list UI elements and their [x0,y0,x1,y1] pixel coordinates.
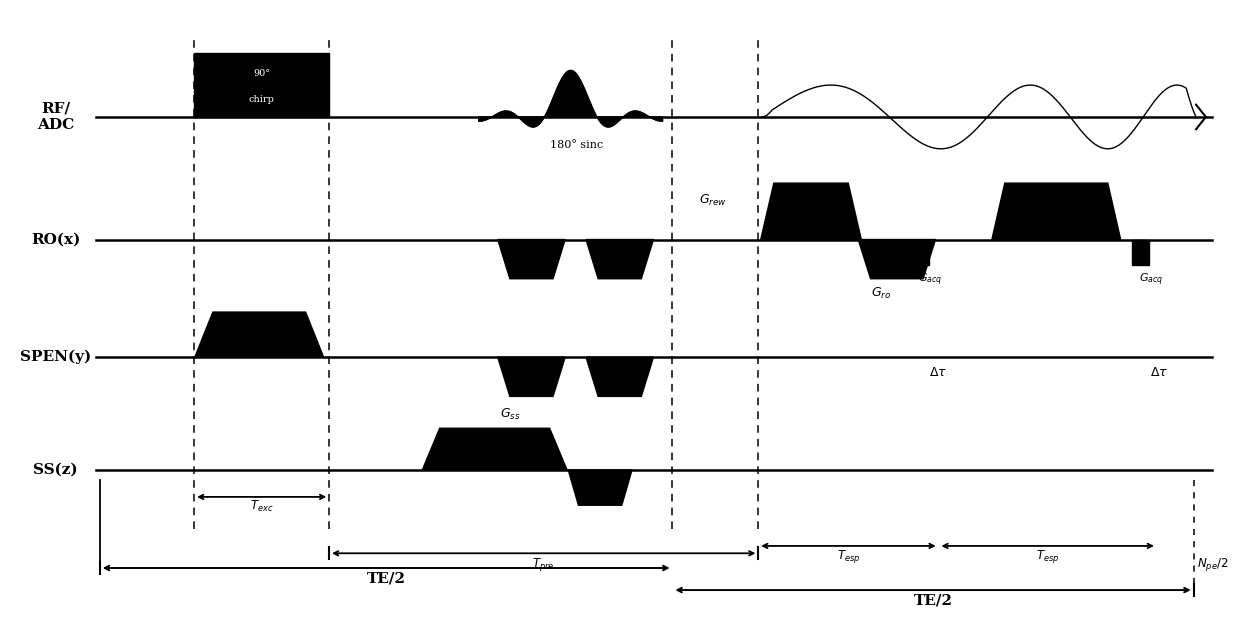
Text: $G_{acq}$: $G_{acq}$ [918,271,942,288]
Polygon shape [568,470,632,505]
Polygon shape [587,357,653,396]
Text: 90°: 90° [253,69,270,78]
Polygon shape [497,240,565,279]
Polygon shape [497,357,565,396]
Text: RO(x): RO(x) [31,232,81,247]
Text: chirp: chirp [249,95,274,103]
Polygon shape [423,428,567,470]
Text: $G_{ss}$: $G_{ss}$ [500,407,521,422]
Text: $T_{esp}$: $T_{esp}$ [837,548,861,565]
Polygon shape [1132,240,1149,265]
Text: $G_{ro}$: $G_{ro}$ [1052,185,1071,200]
Polygon shape [858,240,935,279]
Text: TE/2: TE/2 [367,572,405,586]
Text: $T_{exc}$: $T_{exc}$ [250,499,274,514]
Text: $T_{esp}$: $T_{esp}$ [1035,548,1059,565]
Text: SS(z): SS(z) [33,463,78,477]
Polygon shape [911,240,929,265]
Text: SPEN(y): SPEN(y) [20,350,92,364]
Polygon shape [195,53,329,117]
Text: $G_{ro}$: $G_{ro}$ [870,286,892,301]
Polygon shape [992,183,1121,240]
Text: $G_{acq}$: $G_{acq}$ [1138,271,1163,288]
Text: TE/2: TE/2 [914,594,952,608]
Polygon shape [195,312,324,357]
Text: 180° sinc: 180° sinc [551,141,604,150]
Polygon shape [587,240,653,279]
Polygon shape [761,183,862,240]
Text: $T_{pre}$: $T_{pre}$ [532,556,556,573]
Text: $\Delta\tau$: $\Delta\tau$ [1151,367,1168,379]
Text: $N_{pe}/2$: $N_{pe}/2$ [1198,556,1229,573]
Text: $\Delta\tau$: $\Delta\tau$ [930,367,947,379]
Text: $G_{rew}$: $G_{rew}$ [699,192,727,208]
Text: RF/
ADC: RF/ ADC [37,102,74,132]
